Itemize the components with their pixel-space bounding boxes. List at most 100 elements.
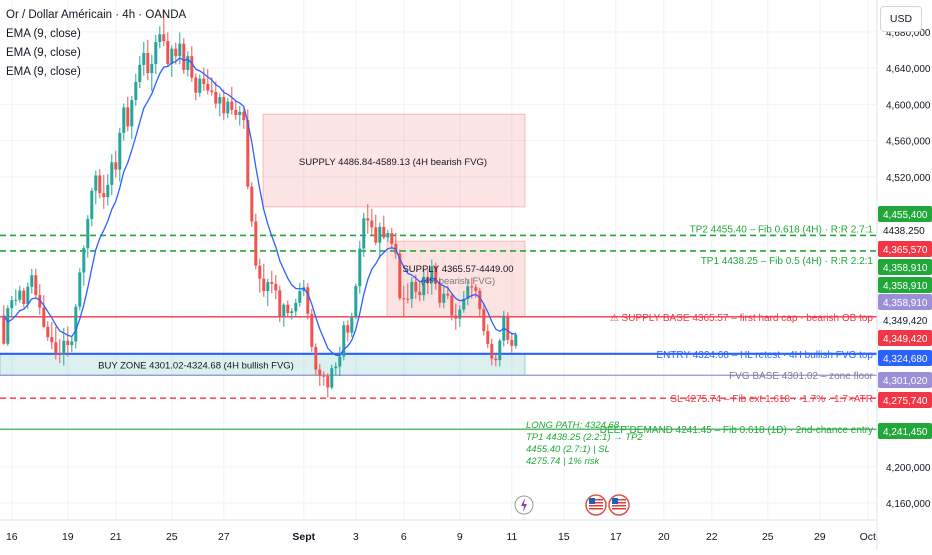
candle[interactable] bbox=[474, 284, 478, 299]
candle[interactable] bbox=[298, 282, 302, 307]
candle[interactable] bbox=[286, 300, 290, 317]
candle[interactable] bbox=[330, 364, 334, 390]
candle[interactable] bbox=[362, 212, 366, 257]
candle[interactable] bbox=[262, 263, 266, 297]
candle[interactable] bbox=[482, 303, 486, 336]
price-badge[interactable]: 4,275,740 bbox=[878, 392, 932, 408]
candle[interactable] bbox=[378, 222, 382, 259]
candle[interactable] bbox=[234, 100, 238, 120]
candle[interactable] bbox=[86, 215, 90, 258]
candle[interactable] bbox=[302, 279, 306, 296]
candle[interactable] bbox=[418, 281, 422, 302]
candle[interactable] bbox=[410, 277, 414, 308]
candle[interactable] bbox=[230, 86, 234, 115]
price-badge[interactable]: 4,349,420 bbox=[883, 316, 928, 327]
candle[interactable] bbox=[206, 68, 210, 95]
candle[interactable] bbox=[406, 283, 410, 304]
zone-supply-upper[interactable] bbox=[262, 113, 526, 208]
candle[interactable] bbox=[90, 187, 94, 227]
candle[interactable] bbox=[226, 98, 230, 119]
candle[interactable] bbox=[354, 283, 358, 320]
candle[interactable] bbox=[514, 332, 518, 349]
candle[interactable] bbox=[114, 150, 118, 178]
candle[interactable] bbox=[214, 81, 218, 109]
indicator-ema-1[interactable]: EMA (9, close) bbox=[6, 28, 81, 40]
candle[interactable] bbox=[178, 32, 182, 65]
candle[interactable] bbox=[462, 291, 466, 313]
candle[interactable] bbox=[66, 326, 70, 357]
candle[interactable] bbox=[10, 295, 14, 318]
candle[interactable] bbox=[494, 353, 498, 367]
candle[interactable] bbox=[102, 174, 106, 209]
candle[interactable] bbox=[198, 74, 202, 97]
candle[interactable] bbox=[62, 327, 66, 366]
candle[interactable] bbox=[270, 270, 274, 294]
candle[interactable] bbox=[250, 182, 254, 227]
candle[interactable] bbox=[146, 39, 150, 81]
candle[interactable] bbox=[14, 289, 18, 306]
candle[interactable] bbox=[182, 38, 186, 74]
candle[interactable] bbox=[142, 41, 146, 76]
candle[interactable] bbox=[58, 339, 62, 364]
candle[interactable] bbox=[134, 73, 138, 106]
us-flag-icon[interactable] bbox=[585, 494, 607, 516]
price-badge[interactable]: 4,301,020 bbox=[878, 372, 932, 388]
candle[interactable] bbox=[110, 154, 114, 196]
price-badge[interactable]: 4,358,910 bbox=[878, 294, 932, 310]
candle[interactable] bbox=[510, 332, 514, 353]
candle[interactable] bbox=[478, 287, 482, 317]
candle[interactable] bbox=[194, 73, 198, 101]
candle[interactable] bbox=[202, 67, 206, 91]
candle[interactable] bbox=[458, 305, 462, 327]
candle[interactable] bbox=[50, 321, 54, 350]
candle[interactable] bbox=[34, 268, 38, 298]
candle[interactable] bbox=[186, 51, 190, 77]
us-flag-icon[interactable] bbox=[608, 494, 630, 516]
candle[interactable] bbox=[334, 362, 338, 376]
candle[interactable] bbox=[166, 32, 170, 67]
price-badge[interactable]: 4,365,570 bbox=[878, 241, 932, 257]
candle[interactable] bbox=[2, 305, 6, 345]
currency-button[interactable]: USD bbox=[880, 6, 922, 32]
candle[interactable] bbox=[118, 127, 122, 182]
candle[interactable] bbox=[402, 285, 406, 318]
price-badge[interactable]: 4,324,680 bbox=[878, 350, 932, 366]
candle[interactable] bbox=[78, 268, 82, 311]
candle[interactable] bbox=[374, 214, 378, 246]
candle[interactable] bbox=[350, 312, 354, 337]
candle[interactable] bbox=[466, 280, 470, 306]
candle[interactable] bbox=[22, 287, 26, 308]
candle[interactable] bbox=[318, 364, 322, 386]
candle[interactable] bbox=[366, 204, 370, 234]
candle[interactable] bbox=[338, 346, 342, 377]
candle[interactable] bbox=[242, 107, 246, 129]
candle[interactable] bbox=[422, 268, 426, 301]
candle[interactable] bbox=[346, 320, 350, 342]
candle[interactable] bbox=[386, 229, 390, 242]
candle[interactable] bbox=[218, 93, 222, 117]
candle[interactable] bbox=[154, 35, 158, 74]
candle[interactable] bbox=[486, 324, 490, 349]
candle[interactable] bbox=[238, 105, 242, 126]
candle[interactable] bbox=[130, 96, 134, 140]
chart-title[interactable]: Or / Dollar Américain · 4h · OANDA bbox=[6, 9, 187, 21]
candle[interactable] bbox=[506, 312, 510, 345]
price-badge[interactable]: 4,358,910 bbox=[878, 277, 932, 293]
price-badge[interactable]: 4,455,400 bbox=[878, 206, 932, 222]
price-badge[interactable]: 4438.250 bbox=[883, 226, 925, 237]
candle[interactable] bbox=[274, 275, 278, 300]
candle[interactable] bbox=[70, 335, 74, 353]
candle[interactable] bbox=[358, 240, 362, 294]
candle[interactable] bbox=[278, 285, 282, 323]
price-badge[interactable]: 4,349,420 bbox=[878, 330, 932, 346]
candle[interactable] bbox=[138, 56, 142, 89]
candle[interactable] bbox=[490, 338, 494, 366]
price-badge[interactable]: 4,241,450 bbox=[878, 423, 932, 439]
candle[interactable] bbox=[326, 373, 330, 398]
candle[interactable] bbox=[442, 285, 446, 309]
candle[interactable] bbox=[54, 326, 58, 360]
candle[interactable] bbox=[74, 303, 78, 349]
candle[interactable] bbox=[162, 10, 166, 47]
candle[interactable] bbox=[30, 268, 34, 294]
